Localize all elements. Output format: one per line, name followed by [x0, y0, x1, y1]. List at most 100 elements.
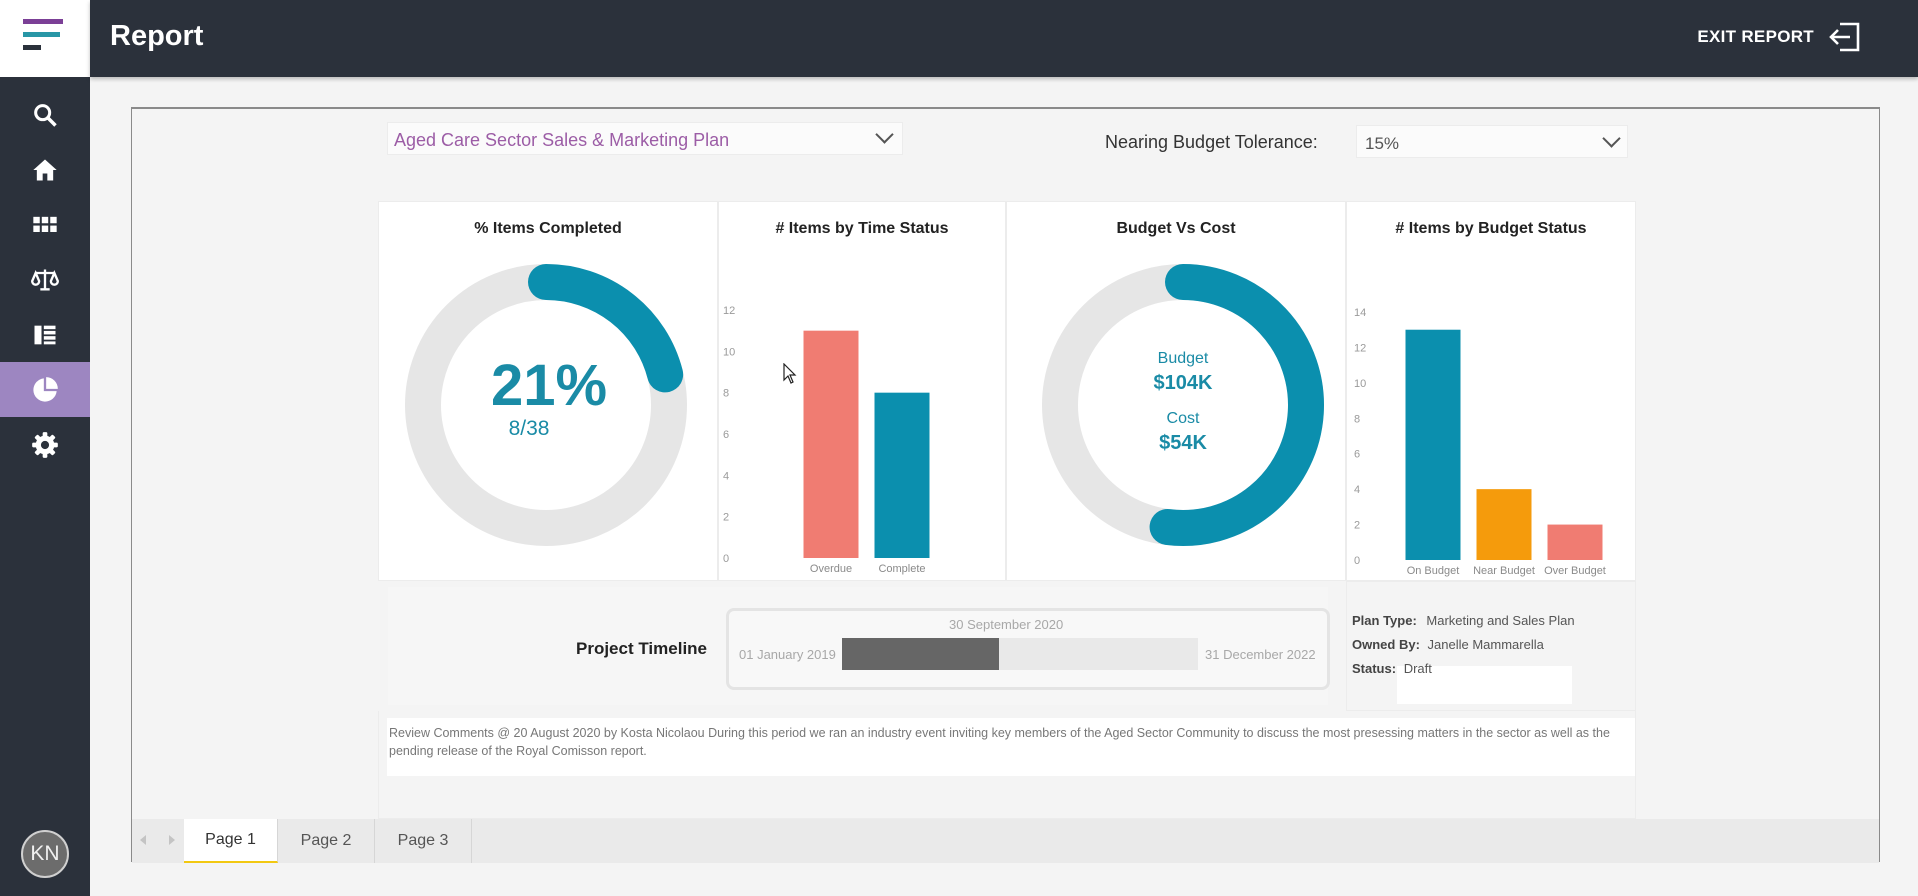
cost-label: Cost — [1166, 410, 1200, 427]
timeline-progress — [842, 638, 999, 670]
completed-fraction: 8/38 — [508, 417, 550, 440]
time-status-panel: # Items by Time Status 0 2 4 6 8 10 12 Overdue C… — [718, 201, 1006, 581]
donut-progress-arc — [528, 264, 684, 393]
bar-near-budget[interactable] — [1476, 489, 1532, 560]
sidebar-item-search[interactable] — [0, 87, 90, 142]
panel-title: # Items by Time Status — [775, 220, 949, 237]
bar-complete[interactable] — [874, 392, 930, 558]
sidebar-item-documents[interactable] — [0, 307, 90, 362]
items-completed-panel: % Items Completed 21% 8/38 — [378, 201, 718, 581]
status-label: Status: — [1352, 661, 1397, 676]
gear-icon — [32, 431, 58, 458]
tab-label: Page 1 — [205, 831, 256, 848]
avatar[interactable]: KN — [21, 830, 69, 878]
list-icon — [34, 325, 56, 344]
tolerance-label: Nearing Budget Tolerance: — [1105, 132, 1318, 152]
timeline-label: Project Timeline — [576, 639, 708, 658]
bar-on-budget[interactable] — [1405, 329, 1461, 560]
donut-cost-arc — [1149, 264, 1324, 546]
exit-icon — [1829, 22, 1860, 52]
avatar-initials: KN — [30, 842, 60, 865]
review-comments: Review Comments @ 20 August 2020 by Kost… — [387, 718, 1636, 776]
y-tick-label: 8 — [723, 388, 729, 400]
y-tick-label: 10 — [1354, 378, 1366, 390]
report-frame: Aged Care Sector Sales & Marketing Plan … — [131, 107, 1880, 863]
tab-label: Page 3 — [397, 832, 449, 849]
plan-dropdown[interactable]: Aged Care Sector Sales & Marketing Plan — [387, 122, 903, 155]
y-tick-label: 2 — [723, 512, 729, 524]
sidebar-item-compliance[interactable] — [0, 252, 90, 307]
y-tick-label: 8 — [1354, 413, 1360, 425]
y-tick-label: 14 — [1354, 307, 1366, 319]
chevron-down-icon — [1602, 129, 1621, 148]
sidebar: KN — [0, 0, 90, 896]
top-header: Report EXIT REPORT — [90, 0, 1918, 77]
panel-title: # Items by Budget Status — [1395, 220, 1587, 237]
budget-status-panel: # Items by Budget Status 0 2 4 6 8 10 12 14 On B… — [1346, 201, 1636, 581]
completed-percent: 21% — [490, 353, 608, 418]
plan-dropdown-value: Aged Care Sector Sales & Marketing Plan — [394, 130, 730, 150]
tab-page-2[interactable]: Page 2 — [278, 819, 375, 863]
app-logo[interactable] — [0, 0, 90, 77]
tolerance-dropdown[interactable]: 15% — [1356, 125, 1628, 158]
exit-report-button[interactable]: EXIT REPORT — [1697, 20, 1862, 54]
tolerance-dropdown-value: 15% — [1365, 134, 1400, 153]
home-icon — [33, 159, 57, 180]
timeline-start-date: 01 January 2019 — [739, 647, 836, 662]
time-status-bar-chart: 0 2 4 6 8 10 12 Overdue Complete — [723, 305, 930, 575]
bar-over-budget[interactable] — [1547, 524, 1603, 560]
x-tick-label: Near Budget — [1473, 565, 1535, 577]
budget-cost-panel: Budget Vs Cost Budget $104K Cost $54K — [1006, 201, 1346, 581]
y-tick-label: 0 — [723, 553, 729, 565]
x-tick-label: Overdue — [810, 563, 852, 575]
tab-page-3[interactable]: Page 3 — [375, 819, 472, 863]
y-tick-label: 10 — [723, 346, 735, 358]
sidebar-item-home[interactable] — [0, 142, 90, 197]
y-tick-label: 2 — [1354, 520, 1360, 532]
budget-cost-donut — [1042, 264, 1324, 546]
owner-row: Owned By: Janelle Mammarella — [1352, 637, 1544, 652]
pie-chart-icon — [33, 376, 58, 402]
page-title: Report — [110, 20, 204, 52]
sidebar-item-apps[interactable] — [0, 197, 90, 252]
y-tick-label: 0 — [1354, 555, 1360, 567]
tab-page-1[interactable]: Page 1 — [184, 819, 278, 863]
completed-donut — [405, 264, 687, 546]
exit-report-label: EXIT REPORT — [1697, 27, 1814, 46]
timeline-end-date: 31 December 2022 — [1205, 647, 1316, 662]
bar-overdue[interactable] — [803, 330, 859, 558]
panel-title: % Items Completed — [474, 220, 622, 237]
cost-value: $54K — [1159, 432, 1207, 454]
x-tick-label: Over Budget — [1544, 565, 1606, 577]
y-tick-label: 12 — [1354, 342, 1366, 354]
scales-icon — [31, 269, 59, 290]
sidebar-item-settings[interactable] — [0, 417, 90, 472]
y-tick-label: 4 — [723, 470, 729, 482]
status-field-bg — [1397, 666, 1572, 704]
panel-title: Budget Vs Cost — [1116, 220, 1236, 237]
report-canvas: Aged Care Sector Sales & Marketing Plan … — [132, 109, 1879, 819]
plan-type-label: Plan Type: — [1352, 613, 1417, 628]
status-row: Status: Draft — [1352, 661, 1432, 676]
grid-icon — [33, 216, 57, 232]
sidebar-item-reports[interactable] — [0, 362, 90, 417]
tab-scroll-right-icon[interactable] — [169, 835, 175, 845]
timeline-box: 30 September 2020 01 January 2019 31 Dec… — [726, 608, 1330, 690]
owner-label: Owned By: — [1352, 637, 1420, 652]
tab-scroll-left-icon[interactable] — [140, 835, 146, 845]
x-tick-label: On Budget — [1407, 565, 1460, 577]
y-tick-label: 4 — [1354, 484, 1360, 496]
plan-type-row: Plan Type: Marketing and Sales Plan — [1352, 613, 1575, 628]
budget-value: $104K — [1153, 372, 1213, 394]
budget-status-bar-chart: 0 2 4 6 8 10 12 14 On Budget Near Budget Over Budg… — [1354, 307, 1606, 577]
y-tick-label: 12 — [723, 305, 735, 317]
page-tabbar: Page 1 Page 2 Page 3 — [132, 819, 1879, 863]
y-tick-label: 6 — [1354, 449, 1360, 461]
timeline-current-date: 30 September 2020 — [949, 617, 1064, 632]
plan-info-panel — [1346, 581, 1636, 711]
status-value: Draft — [1403, 661, 1432, 676]
budget-label: Budget — [1157, 350, 1209, 367]
search-icon — [34, 103, 57, 127]
tab-label: Page 2 — [300, 832, 352, 849]
x-tick-label: Complete — [878, 563, 925, 575]
